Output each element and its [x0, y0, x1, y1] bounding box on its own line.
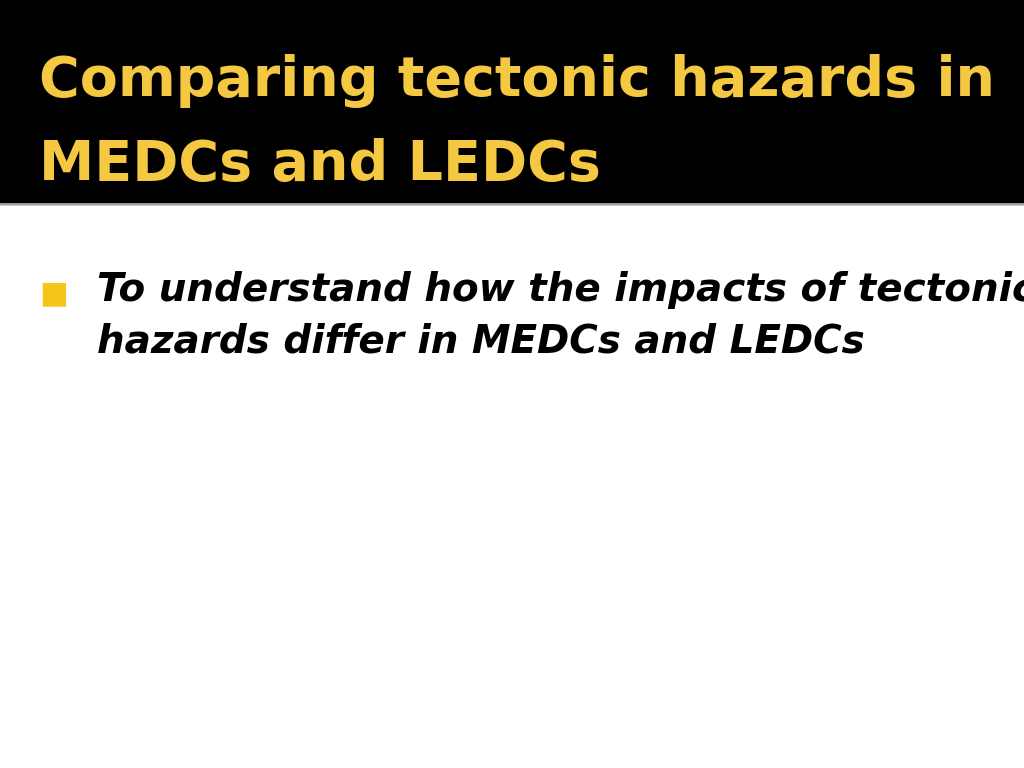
Text: MEDCs and LEDCs: MEDCs and LEDCs [39, 138, 601, 192]
Text: ■: ■ [39, 279, 68, 308]
Text: To understand how the impacts of tectonic: To understand how the impacts of tectoni… [97, 271, 1024, 310]
Text: Comparing tectonic hazards in: Comparing tectonic hazards in [39, 54, 995, 108]
Bar [0, 0, 1024, 204]
Text: hazards differ in MEDCs and LEDCs: hazards differ in MEDCs and LEDCs [97, 323, 865, 361]
